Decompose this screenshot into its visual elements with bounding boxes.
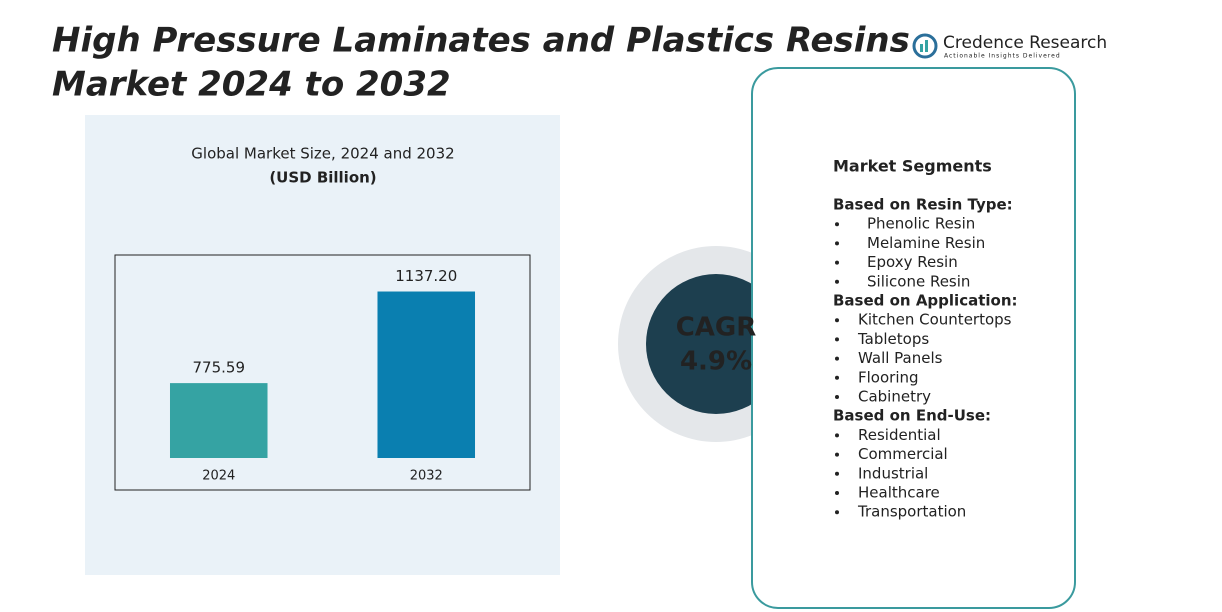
segment-item: Commercial	[858, 445, 948, 463]
page-title: High Pressure Laminates and Plastics Res…	[52, 21, 910, 61]
bullet	[835, 260, 839, 265]
bullet	[835, 491, 839, 495]
segment-heading: Based on Resin Type:	[833, 196, 1013, 214]
bar	[377, 291, 476, 458]
segment-heading: Based on End-Use:	[833, 407, 991, 425]
segment-item: Phenolic Resin	[867, 215, 975, 233]
logo-icon	[912, 33, 938, 59]
segments-title: Market Segments	[833, 157, 992, 176]
x-tick-label: 2032	[410, 469, 443, 484]
value-label: 775.59	[193, 359, 246, 377]
logo-name: Credence Research	[943, 33, 1107, 53]
segment-item: Kitchen Countertops	[858, 311, 1012, 329]
segment-item: Cabinetry	[858, 388, 931, 406]
cagr-value: 4.9%	[680, 347, 752, 377]
chart-title: Global Market Size, 2024 and 2032	[191, 145, 454, 163]
bullet	[835, 222, 839, 227]
page-title: Market 2024 to 2032	[52, 65, 451, 105]
segment-item: Epoxy Resin	[867, 253, 958, 271]
bullet	[835, 471, 839, 476]
bullet	[835, 433, 839, 438]
segment-item: Flooring	[858, 368, 919, 386]
segments-card	[751, 67, 1076, 609]
bullet	[835, 337, 839, 342]
logo-tagline: Actionable Insights Delivered	[944, 53, 1061, 60]
segment-item: Wall Panels	[858, 349, 943, 367]
segment-item: Residential	[858, 426, 941, 444]
bar	[169, 383, 268, 458]
x-tick-label: 2024	[202, 469, 235, 484]
bullet	[835, 318, 839, 323]
segment-item: Transportation	[857, 503, 966, 521]
segment-item: Healthcare	[858, 484, 940, 502]
bullet	[835, 356, 839, 361]
segment-heading: Based on Application:	[833, 292, 1018, 310]
segment-item: Industrial	[858, 464, 928, 482]
cagr-label: CAGR	[676, 313, 757, 343]
bullet	[835, 375, 839, 380]
chart-panel	[85, 115, 560, 575]
bullet	[835, 510, 839, 515]
chart-subtitle: (USD Billion)	[269, 169, 376, 187]
segment-item: Melamine Resin	[867, 234, 985, 252]
bullet	[835, 279, 839, 284]
segment-item: Tabletops	[857, 330, 929, 348]
segment-item: Silicone Resin	[867, 272, 970, 290]
bullet	[835, 452, 839, 457]
value-label: 1137.20	[395, 267, 457, 285]
bullet	[835, 395, 839, 399]
plot-frame	[114, 254, 531, 491]
bullet	[835, 241, 839, 246]
